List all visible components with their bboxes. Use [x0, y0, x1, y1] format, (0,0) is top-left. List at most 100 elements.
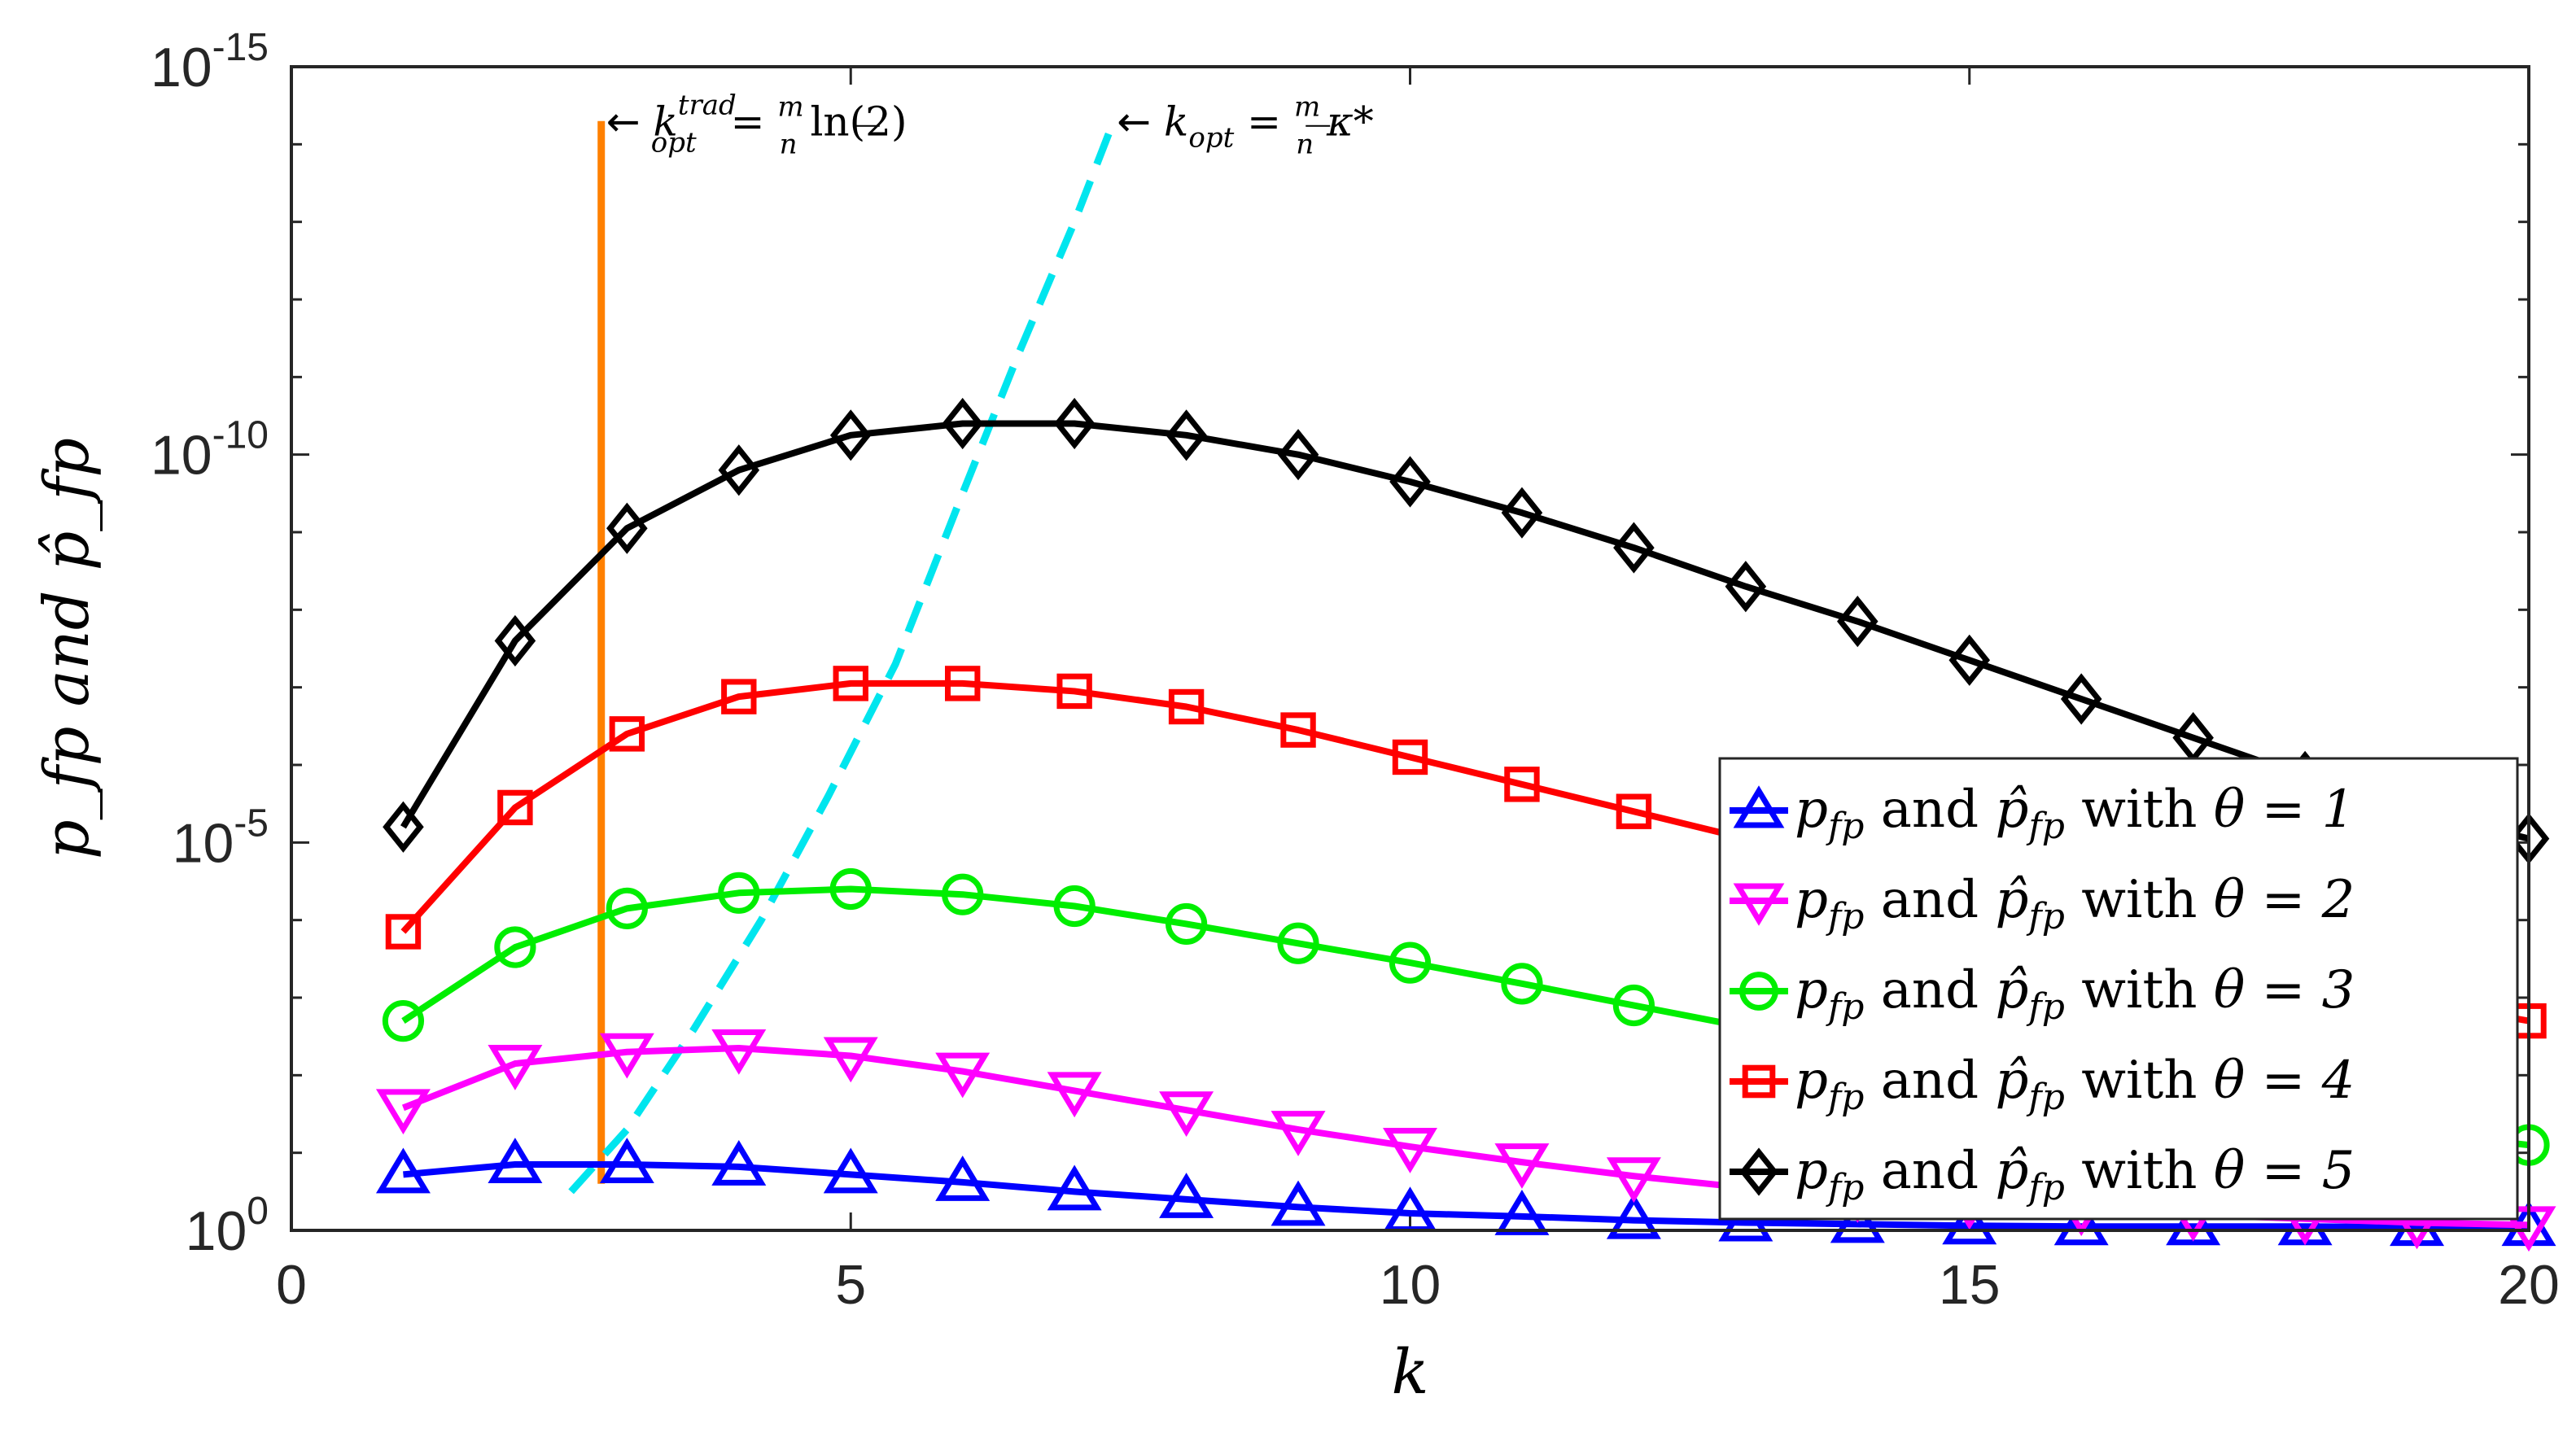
data-point: [833, 666, 868, 701]
data-point: [829, 867, 872, 911]
legend-item: pfp and p̂fp with θ = 3: [1730, 960, 2355, 1028]
data-point: [494, 926, 536, 968]
data-point: [1383, 1128, 1437, 1173]
x-tick-label: 20: [2498, 1254, 2560, 1316]
y-tick-label: 10-5: [173, 802, 269, 874]
data-point: [1280, 712, 1316, 748]
data-point: [1389, 941, 1432, 984]
data-point: [942, 397, 983, 450]
series-line: [400, 420, 2530, 842]
data-point: [1494, 1143, 1550, 1189]
data-point: [1271, 1180, 1326, 1226]
data-point: [488, 1138, 543, 1183]
legend-item: pfp and p̂fp with θ = 5: [1730, 1141, 2355, 1208]
y-axis-title-text: p_fp and p̂_fp: [30, 438, 103, 859]
data-point: [1047, 1072, 1102, 1118]
data-point: [1830, 1197, 1885, 1243]
data-point: [1277, 429, 1319, 481]
data-point: [1271, 1111, 1326, 1156]
data-point: [488, 1045, 543, 1090]
data-point: [721, 679, 757, 714]
legend-label: pfp and p̂fp with θ = 4: [1795, 1051, 2355, 1118]
data-point: [1166, 409, 1207, 461]
data-point: [711, 1140, 767, 1186]
data-point: [2060, 673, 2102, 725]
data-point: [945, 666, 981, 701]
data-point: [1501, 487, 1543, 539]
data-point: [1166, 902, 1208, 946]
data-point: [497, 789, 533, 826]
data-point: [385, 914, 422, 950]
data-point: [1494, 1190, 1550, 1235]
legend-label: pfp and p̂fp with θ = 1: [1795, 780, 2355, 847]
legend-item: pfp and p̂fp with θ = 2: [1730, 870, 2355, 937]
data-point: [1612, 984, 1655, 1027]
data-point: [718, 872, 760, 914]
data-point: [1606, 1193, 1661, 1239]
data-point: [1948, 634, 1991, 686]
data-point: [1053, 397, 1096, 450]
legend-label: pfp and p̂fp with θ = 2: [1795, 870, 2355, 937]
data-point: [1504, 767, 1540, 802]
data-point: [1047, 1164, 1102, 1211]
data-point: [1616, 793, 1652, 829]
y-axis-title: p_fp and p̂_fp: [30, 438, 103, 859]
data-point: [606, 502, 648, 554]
legend-swatch-marker: [1739, 1147, 1778, 1196]
legend-item: pfp and p̂fp with θ = 1: [1730, 780, 2355, 847]
legend-label: pfp and p̂fp with θ = 3: [1795, 960, 2355, 1028]
data-point: [718, 444, 760, 496]
data-point: [2053, 1199, 2109, 1246]
data-point: [1053, 885, 1096, 928]
data-point: [1837, 596, 1878, 648]
legend-swatch-marker: [1733, 883, 1785, 926]
legend-swatch-marker: [1739, 972, 1778, 1011]
data-point: [823, 1147, 878, 1194]
data-point: [1942, 1199, 1997, 1245]
data-point: [375, 1147, 431, 1194]
legend-label: pfp and p̂fp with θ = 5: [1795, 1141, 2355, 1208]
data-point: [375, 1089, 431, 1135]
data-point: [942, 873, 984, 915]
data-point: [935, 1052, 991, 1099]
data-point: [1392, 739, 1428, 775]
legend-item: pfp and p̂fp with θ = 4: [1730, 1051, 2355, 1118]
y-tick-label: 10-10: [151, 414, 269, 487]
data-point: [935, 1156, 991, 1201]
data-point: [494, 614, 536, 667]
k-opt-curve: [568, 120, 1117, 1195]
data-point: [2166, 1199, 2221, 1246]
data-point: [606, 887, 648, 929]
y-tick-label: 100: [186, 1190, 269, 1262]
data-point: [1725, 561, 1767, 613]
y-tick-label: 10-15: [151, 26, 269, 98]
data-point: [1501, 963, 1543, 1005]
series-line: [403, 1160, 2529, 1231]
data-point: [1159, 1173, 1214, 1218]
data-point: [1159, 1091, 1214, 1138]
data-point: [383, 801, 424, 853]
legend: pfp and p̂fp with θ = 1 pfp and p̂fp with…: [1718, 757, 2519, 1221]
data-point: [1277, 922, 1319, 964]
data-point: [609, 716, 645, 752]
data-point: [599, 1033, 654, 1079]
data-point: [382, 1000, 425, 1042]
data-point: [829, 409, 872, 461]
data-point: [1056, 673, 1092, 710]
x-tick-label: 5: [835, 1254, 866, 1316]
x-tick-label: 15: [1939, 1254, 2001, 1316]
data-point: [1168, 688, 1205, 725]
data-point: [599, 1138, 654, 1183]
legend-swatch-marker: [1733, 785, 1785, 828]
axes-box: [290, 65, 2530, 1232]
legend-swatch-marker: [1742, 1064, 1776, 1099]
data-point: [1606, 1157, 1661, 1204]
x-tick-label: 0: [276, 1254, 307, 1316]
data-point: [711, 1029, 767, 1075]
data-point: [823, 1037, 878, 1083]
data-point: [1613, 522, 1655, 574]
data-point: [1389, 456, 1431, 508]
